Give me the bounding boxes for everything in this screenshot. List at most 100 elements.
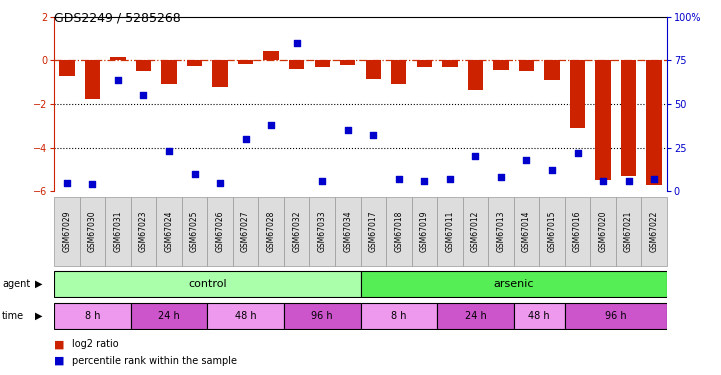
Bar: [105, 197, 131, 266]
Text: GSM67029: GSM67029: [62, 211, 71, 252]
Text: GSM67026: GSM67026: [216, 211, 224, 252]
Bar: [544, 60, 559, 80]
Bar: [110, 57, 125, 60]
Point: [317, 178, 328, 184]
Bar: [284, 303, 360, 328]
Text: GSM67031: GSM67031: [113, 211, 123, 252]
Text: GDS2249 / 5285268: GDS2249 / 5285268: [54, 11, 181, 24]
Bar: [233, 197, 258, 266]
Text: GSM67025: GSM67025: [190, 211, 199, 252]
Text: control: control: [188, 279, 226, 289]
Text: GSM67033: GSM67033: [318, 211, 327, 252]
Bar: [437, 197, 463, 266]
Bar: [263, 51, 279, 60]
Bar: [513, 303, 565, 328]
Point: [112, 76, 124, 82]
Bar: [182, 197, 208, 266]
Text: 24 h: 24 h: [158, 311, 180, 321]
Point: [240, 136, 252, 142]
Text: GSM67015: GSM67015: [547, 211, 557, 252]
Bar: [565, 197, 590, 266]
Text: arsenic: arsenic: [493, 279, 534, 289]
Point: [214, 180, 226, 186]
Bar: [570, 60, 585, 128]
Text: GSM67019: GSM67019: [420, 211, 429, 252]
Text: GSM67016: GSM67016: [573, 211, 582, 252]
Bar: [335, 197, 360, 266]
Bar: [391, 60, 407, 84]
Bar: [590, 197, 616, 266]
Point: [138, 92, 149, 98]
Bar: [616, 197, 642, 266]
Text: GSM67028: GSM67028: [267, 211, 275, 252]
Bar: [621, 60, 637, 176]
Bar: [360, 197, 386, 266]
Text: GSM67027: GSM67027: [241, 211, 250, 252]
Point: [597, 178, 609, 184]
Point: [163, 148, 174, 154]
Bar: [131, 303, 208, 328]
Bar: [366, 60, 381, 79]
Bar: [642, 197, 667, 266]
Bar: [314, 60, 329, 67]
Point: [291, 40, 302, 46]
Bar: [493, 60, 508, 70]
Bar: [187, 60, 202, 66]
Text: 8 h: 8 h: [391, 311, 407, 321]
Bar: [386, 197, 412, 266]
Text: GSM67011: GSM67011: [446, 211, 454, 252]
Bar: [208, 197, 233, 266]
Bar: [284, 197, 309, 266]
Bar: [54, 272, 360, 297]
Text: 96 h: 96 h: [311, 311, 333, 321]
Text: GSM67012: GSM67012: [471, 211, 480, 252]
Text: GSM67022: GSM67022: [650, 211, 659, 252]
Text: GSM67021: GSM67021: [624, 211, 633, 252]
Bar: [513, 197, 539, 266]
Text: 48 h: 48 h: [235, 311, 257, 321]
Point: [265, 122, 277, 128]
Bar: [238, 60, 253, 64]
Bar: [85, 60, 100, 99]
Text: GSM67020: GSM67020: [598, 211, 608, 252]
Bar: [360, 303, 437, 328]
Point: [419, 178, 430, 184]
Bar: [136, 60, 151, 71]
Bar: [59, 60, 74, 76]
Text: 96 h: 96 h: [605, 311, 627, 321]
Bar: [54, 303, 131, 328]
Point: [648, 176, 660, 182]
Bar: [463, 197, 488, 266]
Bar: [519, 60, 534, 71]
Point: [469, 153, 481, 159]
Bar: [539, 197, 565, 266]
Bar: [79, 197, 105, 266]
Bar: [442, 60, 458, 67]
Bar: [596, 60, 611, 180]
Text: GSM67032: GSM67032: [292, 211, 301, 252]
Text: log2 ratio: log2 ratio: [72, 339, 119, 349]
Bar: [213, 60, 228, 87]
Text: GSM67018: GSM67018: [394, 211, 403, 252]
Bar: [131, 197, 156, 266]
Bar: [468, 60, 483, 90]
Bar: [340, 60, 355, 65]
Point: [623, 178, 634, 184]
Text: ■: ■: [54, 339, 65, 349]
Text: GSM67034: GSM67034: [343, 211, 353, 252]
Bar: [437, 303, 513, 328]
Bar: [565, 303, 667, 328]
Bar: [309, 197, 335, 266]
Text: 24 h: 24 h: [464, 311, 486, 321]
Point: [521, 157, 532, 163]
Bar: [488, 197, 514, 266]
Bar: [412, 197, 437, 266]
Bar: [360, 272, 667, 297]
Point: [547, 167, 558, 173]
Bar: [156, 197, 182, 266]
Point: [572, 150, 583, 156]
Text: agent: agent: [2, 279, 30, 289]
Bar: [258, 197, 284, 266]
Point: [87, 181, 98, 187]
Text: percentile rank within the sample: percentile rank within the sample: [72, 356, 237, 366]
